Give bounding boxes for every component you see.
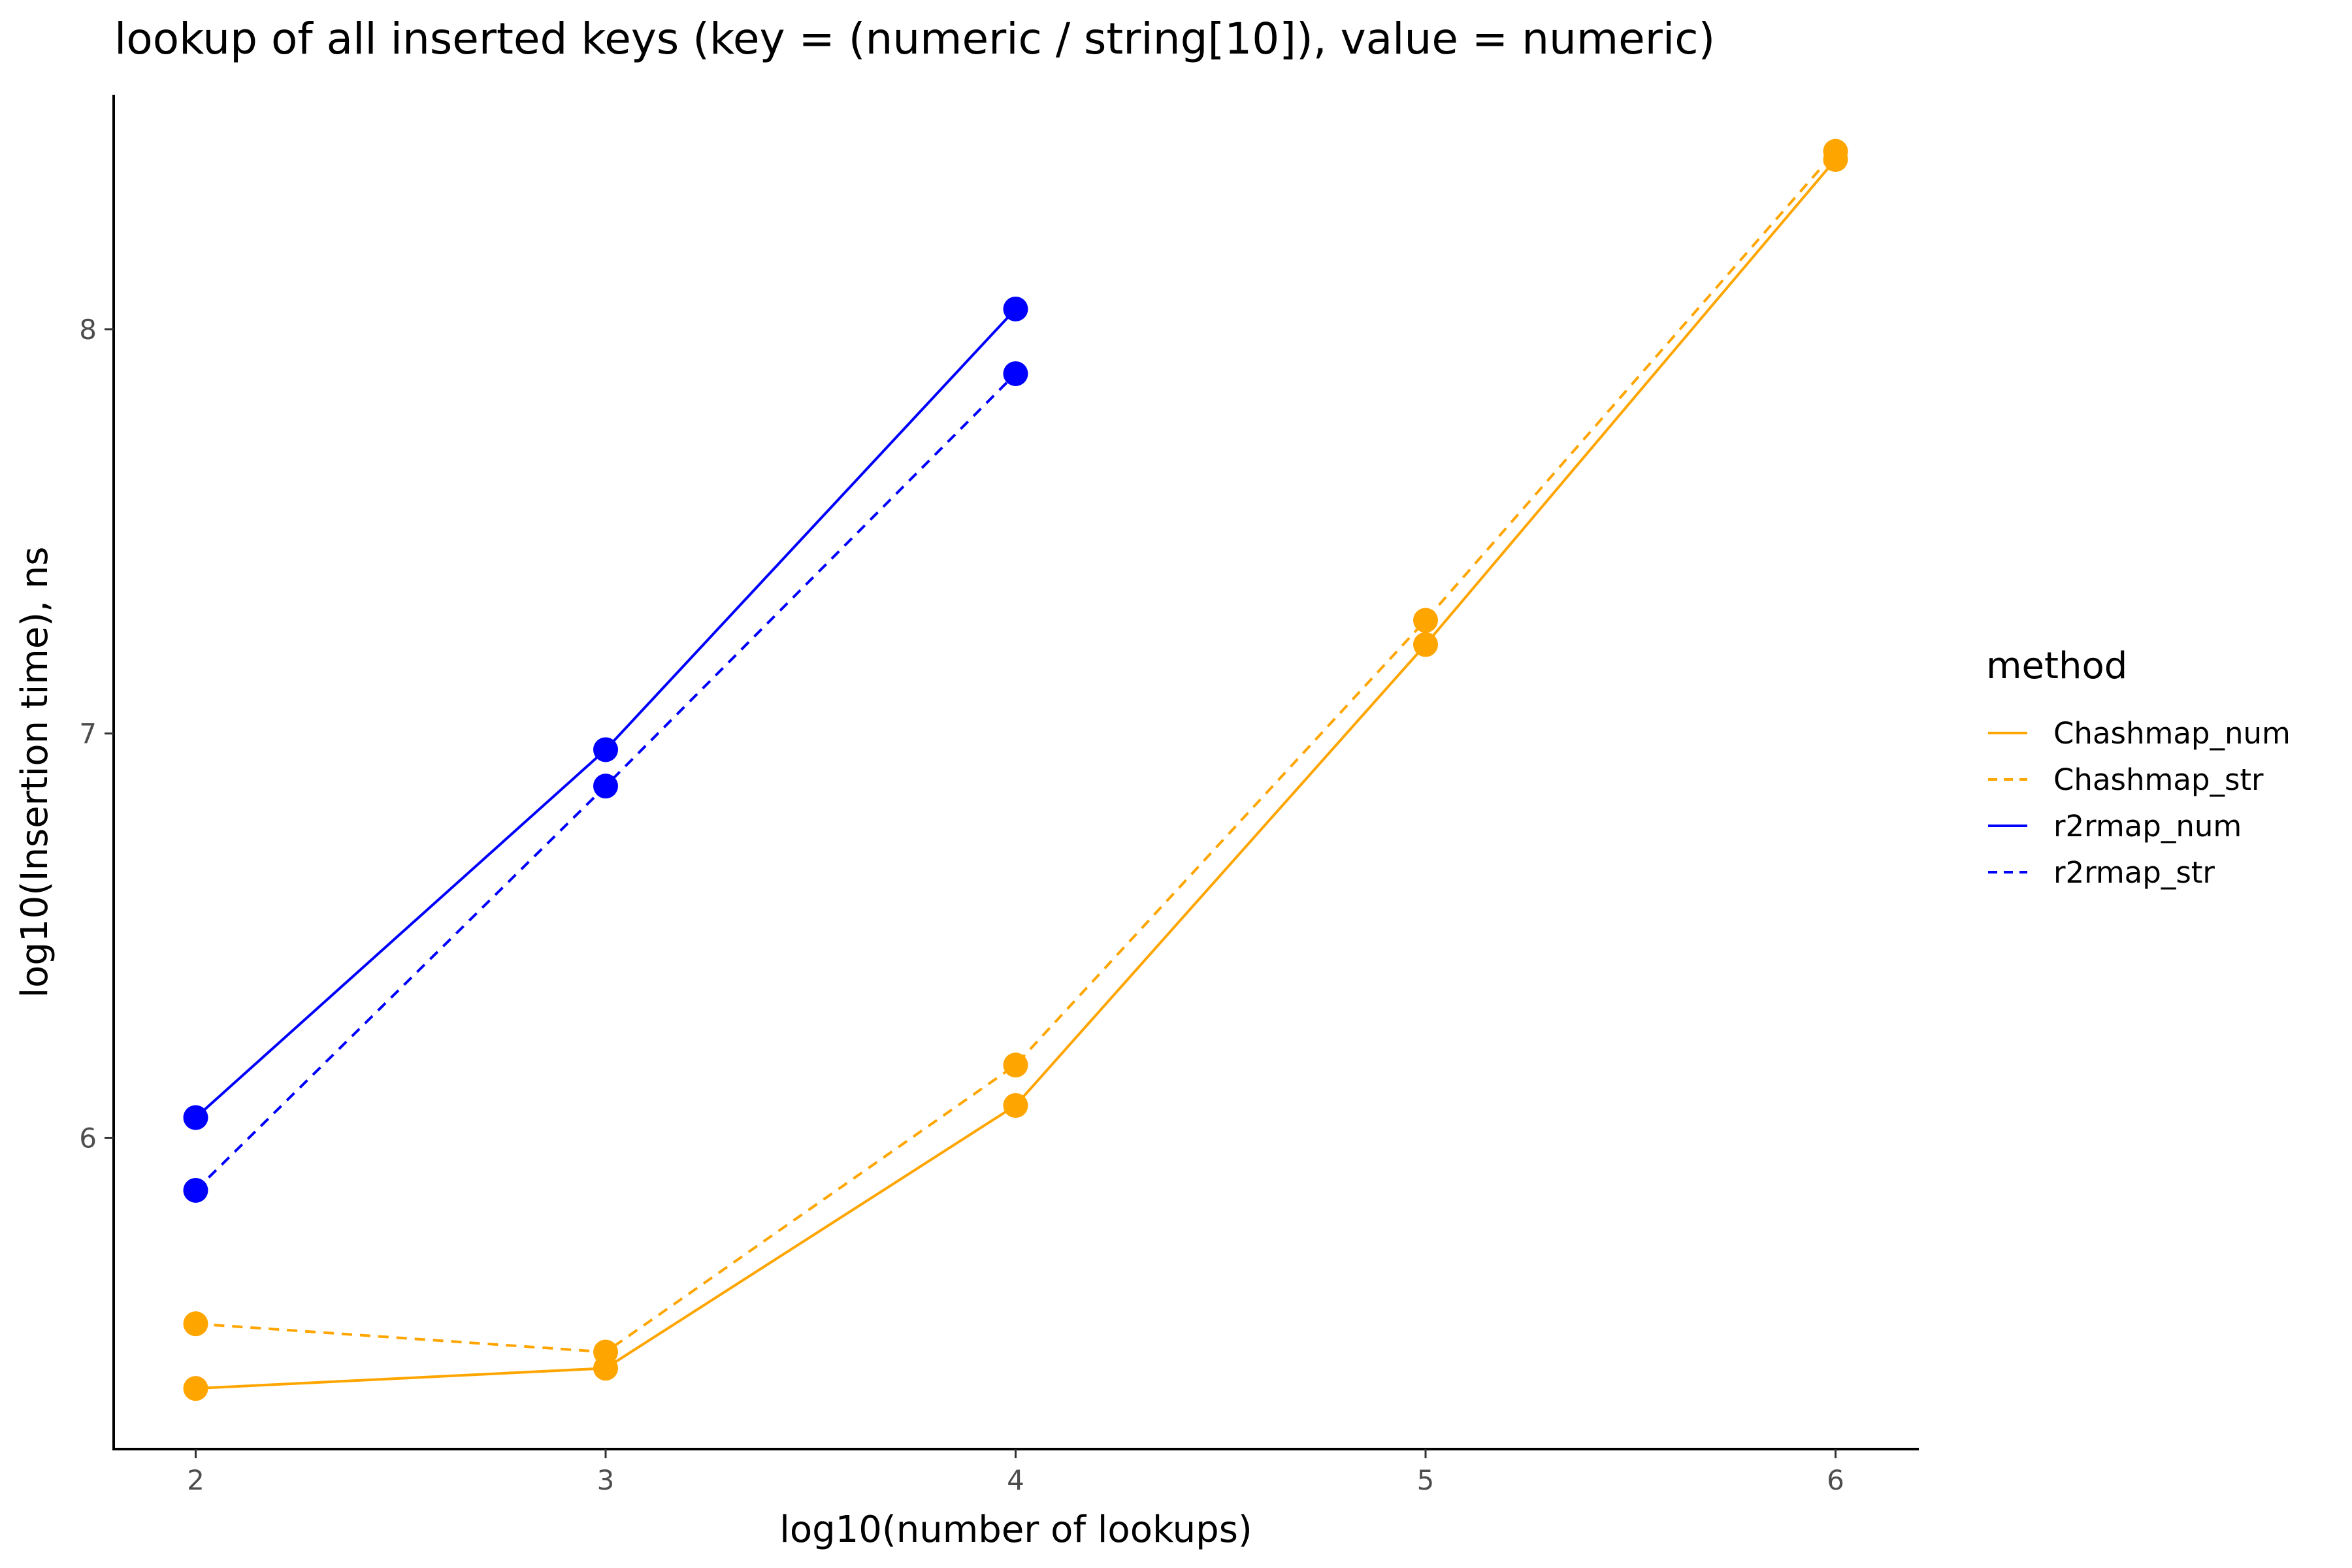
series-line-chashmap-str xyxy=(195,150,1837,1354)
x-tick-label: 6 xyxy=(1827,1464,1844,1496)
y-axis-title: log10(Insertion time), ns xyxy=(14,547,56,998)
data-point-chashmap-str xyxy=(1003,1053,1028,1078)
data-point-r2rmap-str xyxy=(593,774,618,799)
data-point-r2rmap-num xyxy=(1003,296,1028,321)
legend-label-chashmap-str: Chashmap_str xyxy=(2053,762,2264,797)
legend-label-r2rmap-str: r2rmap_str xyxy=(2053,855,2215,890)
chart-title: lookup of all inserted keys (key = (nume… xyxy=(114,14,1715,64)
y-axis-ticks: 6 7 8 xyxy=(79,314,114,1154)
series-r2rmap-str xyxy=(183,361,1028,1203)
x-tick-label: 5 xyxy=(1417,1464,1435,1496)
data-point-r2rmap-str xyxy=(183,1177,208,1203)
x-axis-title: log10(number of lookups) xyxy=(779,1509,1252,1551)
plot-panel xyxy=(183,139,1848,1401)
data-point-r2rmap-num xyxy=(183,1105,208,1130)
x-tick-label: 4 xyxy=(1007,1464,1024,1496)
legend-label-chashmap-num: Chashmap_num xyxy=(2053,716,2291,751)
legend-label-r2rmap-num: r2rmap_num xyxy=(2053,809,2242,843)
series-line-chashmap-num xyxy=(195,158,1837,1390)
series-chashmap-num xyxy=(183,147,1848,1401)
data-point-chashmap-num xyxy=(183,1376,208,1401)
legend: method Chashmap_num Chashmap_str r2rmap_nu… xyxy=(1986,645,2291,890)
legend-title: method xyxy=(1986,645,2127,687)
data-point-chashmap-str xyxy=(1823,139,1848,164)
series-r2rmap-num xyxy=(183,296,1028,1130)
y-tick-label: 7 xyxy=(79,718,97,750)
data-point-chashmap-num xyxy=(1413,632,1438,657)
series-chashmap-str xyxy=(183,139,1848,1365)
x-tick-label: 3 xyxy=(597,1464,615,1496)
x-tick-label: 2 xyxy=(187,1464,204,1496)
data-point-chashmap-str xyxy=(183,1311,208,1337)
data-point-chashmap-str xyxy=(1413,608,1438,633)
y-tick-label: 8 xyxy=(79,314,97,346)
y-tick-label: 6 xyxy=(79,1122,97,1154)
series-line-r2rmap-num xyxy=(195,308,1017,1119)
data-point-chashmap-num xyxy=(1003,1093,1028,1119)
data-point-chashmap-str xyxy=(593,1339,618,1365)
data-point-r2rmap-num xyxy=(593,737,618,762)
x-axis-ticks: 2 3 4 5 6 xyxy=(187,1449,1844,1496)
data-point-r2rmap-str xyxy=(1003,361,1028,386)
